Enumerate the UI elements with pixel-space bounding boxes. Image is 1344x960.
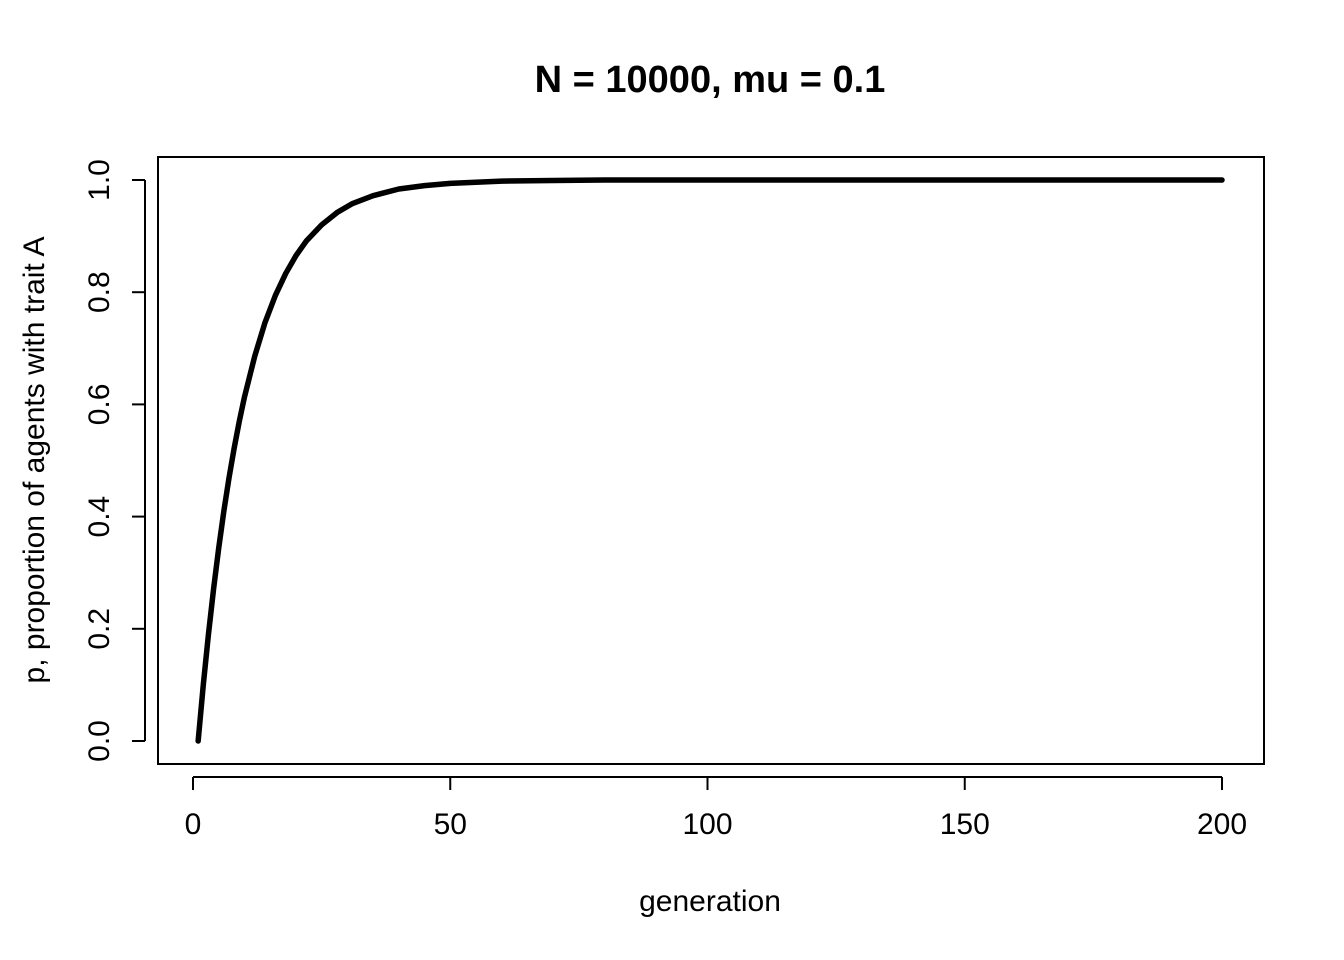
y-tick-label: 0.0 [83, 720, 116, 762]
x-tick-label: 0 [185, 808, 202, 841]
plot-frame [157, 156, 1265, 765]
y-tick-label: 0.8 [83, 271, 116, 313]
x-tick-label: 50 [434, 808, 467, 841]
x-axis: 0 50 100 150 200 [185, 776, 1247, 841]
y-tick-label: 1.0 [83, 159, 116, 201]
x-tick-label: 100 [682, 808, 732, 841]
y-tick-label: 0.4 [83, 496, 116, 538]
y-axis-label: p, proportion of agents with trait A [18, 237, 51, 684]
y-tick-label: 0.2 [83, 608, 116, 650]
series-layer [195, 177, 1225, 744]
x-tick-label: 200 [1197, 808, 1247, 841]
x-tick-label: 150 [940, 808, 990, 841]
series-line-1 [195, 177, 1225, 744]
chart-title: N = 10000, mu = 0.1 [535, 59, 886, 101]
x-axis-label: generation [639, 885, 781, 918]
y-axis: 0.0 0.2 0.4 0.6 0.8 1.0 [83, 159, 146, 762]
y-tick-label: 0.6 [83, 384, 116, 426]
